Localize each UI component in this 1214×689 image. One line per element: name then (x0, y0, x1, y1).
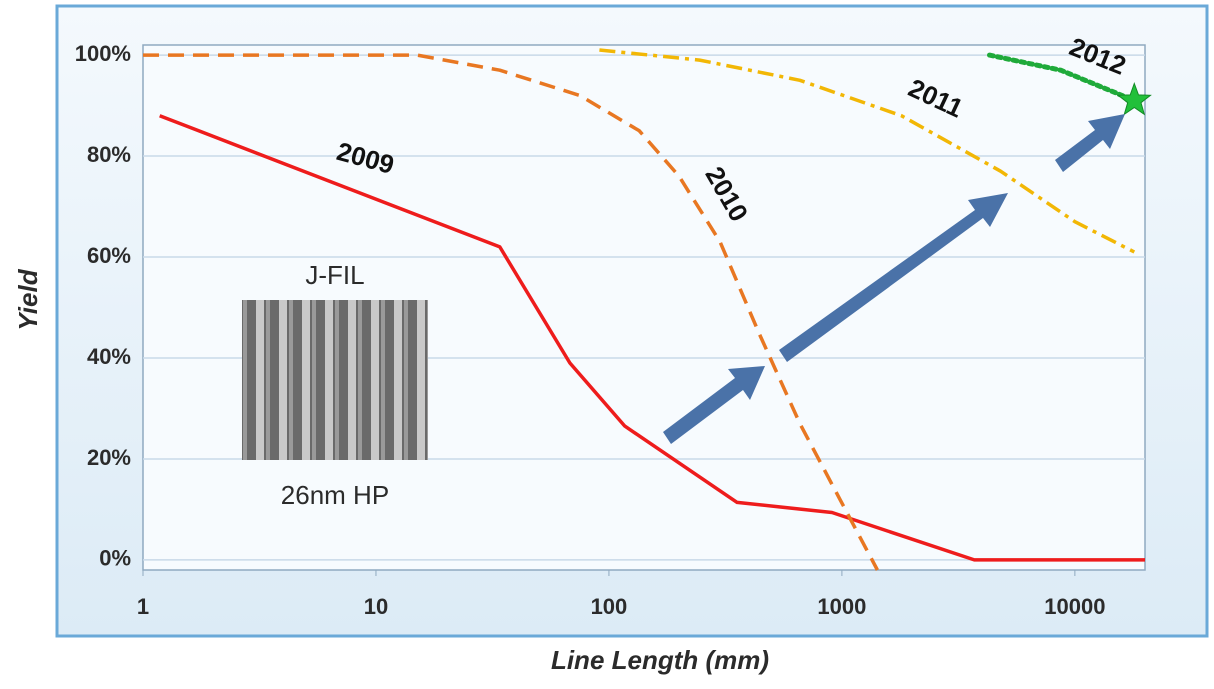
series-line (143, 53, 879, 571)
series-line (159, 114, 1145, 562)
arrows (663, 114, 1125, 444)
y-tick-label: 60% (87, 243, 131, 268)
pattern-image (242, 300, 428, 460)
x-tick-label: 100 (591, 594, 628, 619)
y-tick-label: 100% (75, 41, 131, 66)
sem-image (242, 300, 428, 460)
star-marker (1116, 82, 1152, 116)
series-line (599, 48, 1136, 254)
annotation: 26nm HP (281, 480, 389, 510)
y-tick-label: 20% (87, 445, 131, 470)
arrow (663, 366, 765, 444)
arrow (779, 193, 1008, 362)
arrow (1055, 114, 1125, 172)
series-line (987, 52, 1137, 103)
y-tick-label: 40% (87, 344, 131, 369)
x-tick-label: 1000 (817, 594, 866, 619)
annotation: J-FIL (305, 260, 364, 290)
lines (143, 48, 1152, 571)
x-axis-title: Line Length (mm) (551, 645, 769, 675)
y-tick-label: 80% (87, 142, 131, 167)
x-tick-label: 1 (137, 594, 149, 619)
y-axis-title: Yield (13, 268, 43, 330)
y-tick-label: 0% (99, 546, 131, 571)
x-tick-label: 10000 (1044, 594, 1105, 619)
x-tick-label: 10 (364, 594, 388, 619)
